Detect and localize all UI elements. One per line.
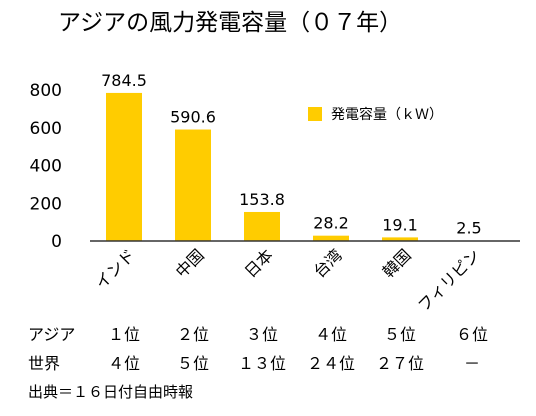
- legend: 発電容量（ｋＷ）: [308, 106, 443, 123]
- world-rank-5: －: [464, 354, 480, 373]
- legend-label: 発電容量（ｋＷ）: [331, 106, 443, 123]
- bar-3: [313, 235, 349, 241]
- y-tick-label-1: 200: [30, 194, 62, 214]
- data-label-3: 28.2: [313, 214, 349, 233]
- y-tick-label-3: 600: [30, 119, 62, 139]
- asia-rank-5: ６位: [456, 325, 488, 344]
- asia-rank-label: アジア: [28, 325, 75, 344]
- x-category-label-1: 中国: [172, 245, 208, 281]
- world-rank-label: 世界: [28, 354, 60, 373]
- y-tick-label-2: 400: [30, 157, 62, 177]
- world-rank-2: １３位: [238, 354, 286, 373]
- x-category-label-2: 日本: [241, 245, 277, 281]
- y-axis: 0 200 400 600 800: [30, 81, 62, 252]
- asia-rank-0: １位: [108, 325, 140, 344]
- y-tick-label-4: 800: [30, 81, 62, 101]
- x-category-label-3: 台湾: [310, 245, 346, 281]
- legend-swatch: [308, 107, 322, 121]
- world-rank-3: ２４位: [307, 354, 355, 373]
- data-label-1: 590.6: [170, 108, 216, 127]
- bar-0: [106, 92, 142, 241]
- world-rank-1: ５位: [177, 354, 209, 373]
- data-label-0: 784.5: [101, 71, 147, 90]
- x-category-label-5: フィリピン: [414, 245, 484, 315]
- chart-title: アジアの風力発電容量（０７年）: [58, 10, 402, 36]
- source-note: 出典＝１６日付自由時報: [28, 383, 193, 401]
- bar-2: [244, 211, 280, 241]
- asia-rank-1: ２位: [177, 325, 209, 344]
- asia-rank-4: ５位: [384, 325, 416, 344]
- x-category-label-4: 韓国: [379, 245, 415, 281]
- data-label-5: 2.5: [456, 219, 481, 238]
- world-rank-4: ２７位: [376, 354, 424, 373]
- asia-rank-3: ４位: [315, 325, 347, 344]
- x-axis-categories: インド 中国 日本 台湾 韓国 フィリピン: [91, 245, 483, 315]
- rank-table: アジア 世界 １位 ２位 ３位 ４位 ５位 ６位 ４位 ５位 １３位 ２４位 ２７位 －: [28, 325, 488, 373]
- data-label-2: 153.8: [239, 190, 285, 209]
- bar-1: [175, 129, 211, 241]
- x-category-label-0: インド: [91, 245, 138, 292]
- world-rank-0: ４位: [108, 354, 140, 373]
- data-labels: 784.5 590.6 153.8 28.2 19.1 2.5: [101, 71, 482, 238]
- data-label-4: 19.1: [382, 215, 418, 234]
- bar-4: [382, 237, 418, 241]
- y-tick-label-0: 0: [51, 232, 62, 252]
- asia-rank-2: ３位: [246, 325, 278, 344]
- bar-series: [106, 92, 487, 242]
